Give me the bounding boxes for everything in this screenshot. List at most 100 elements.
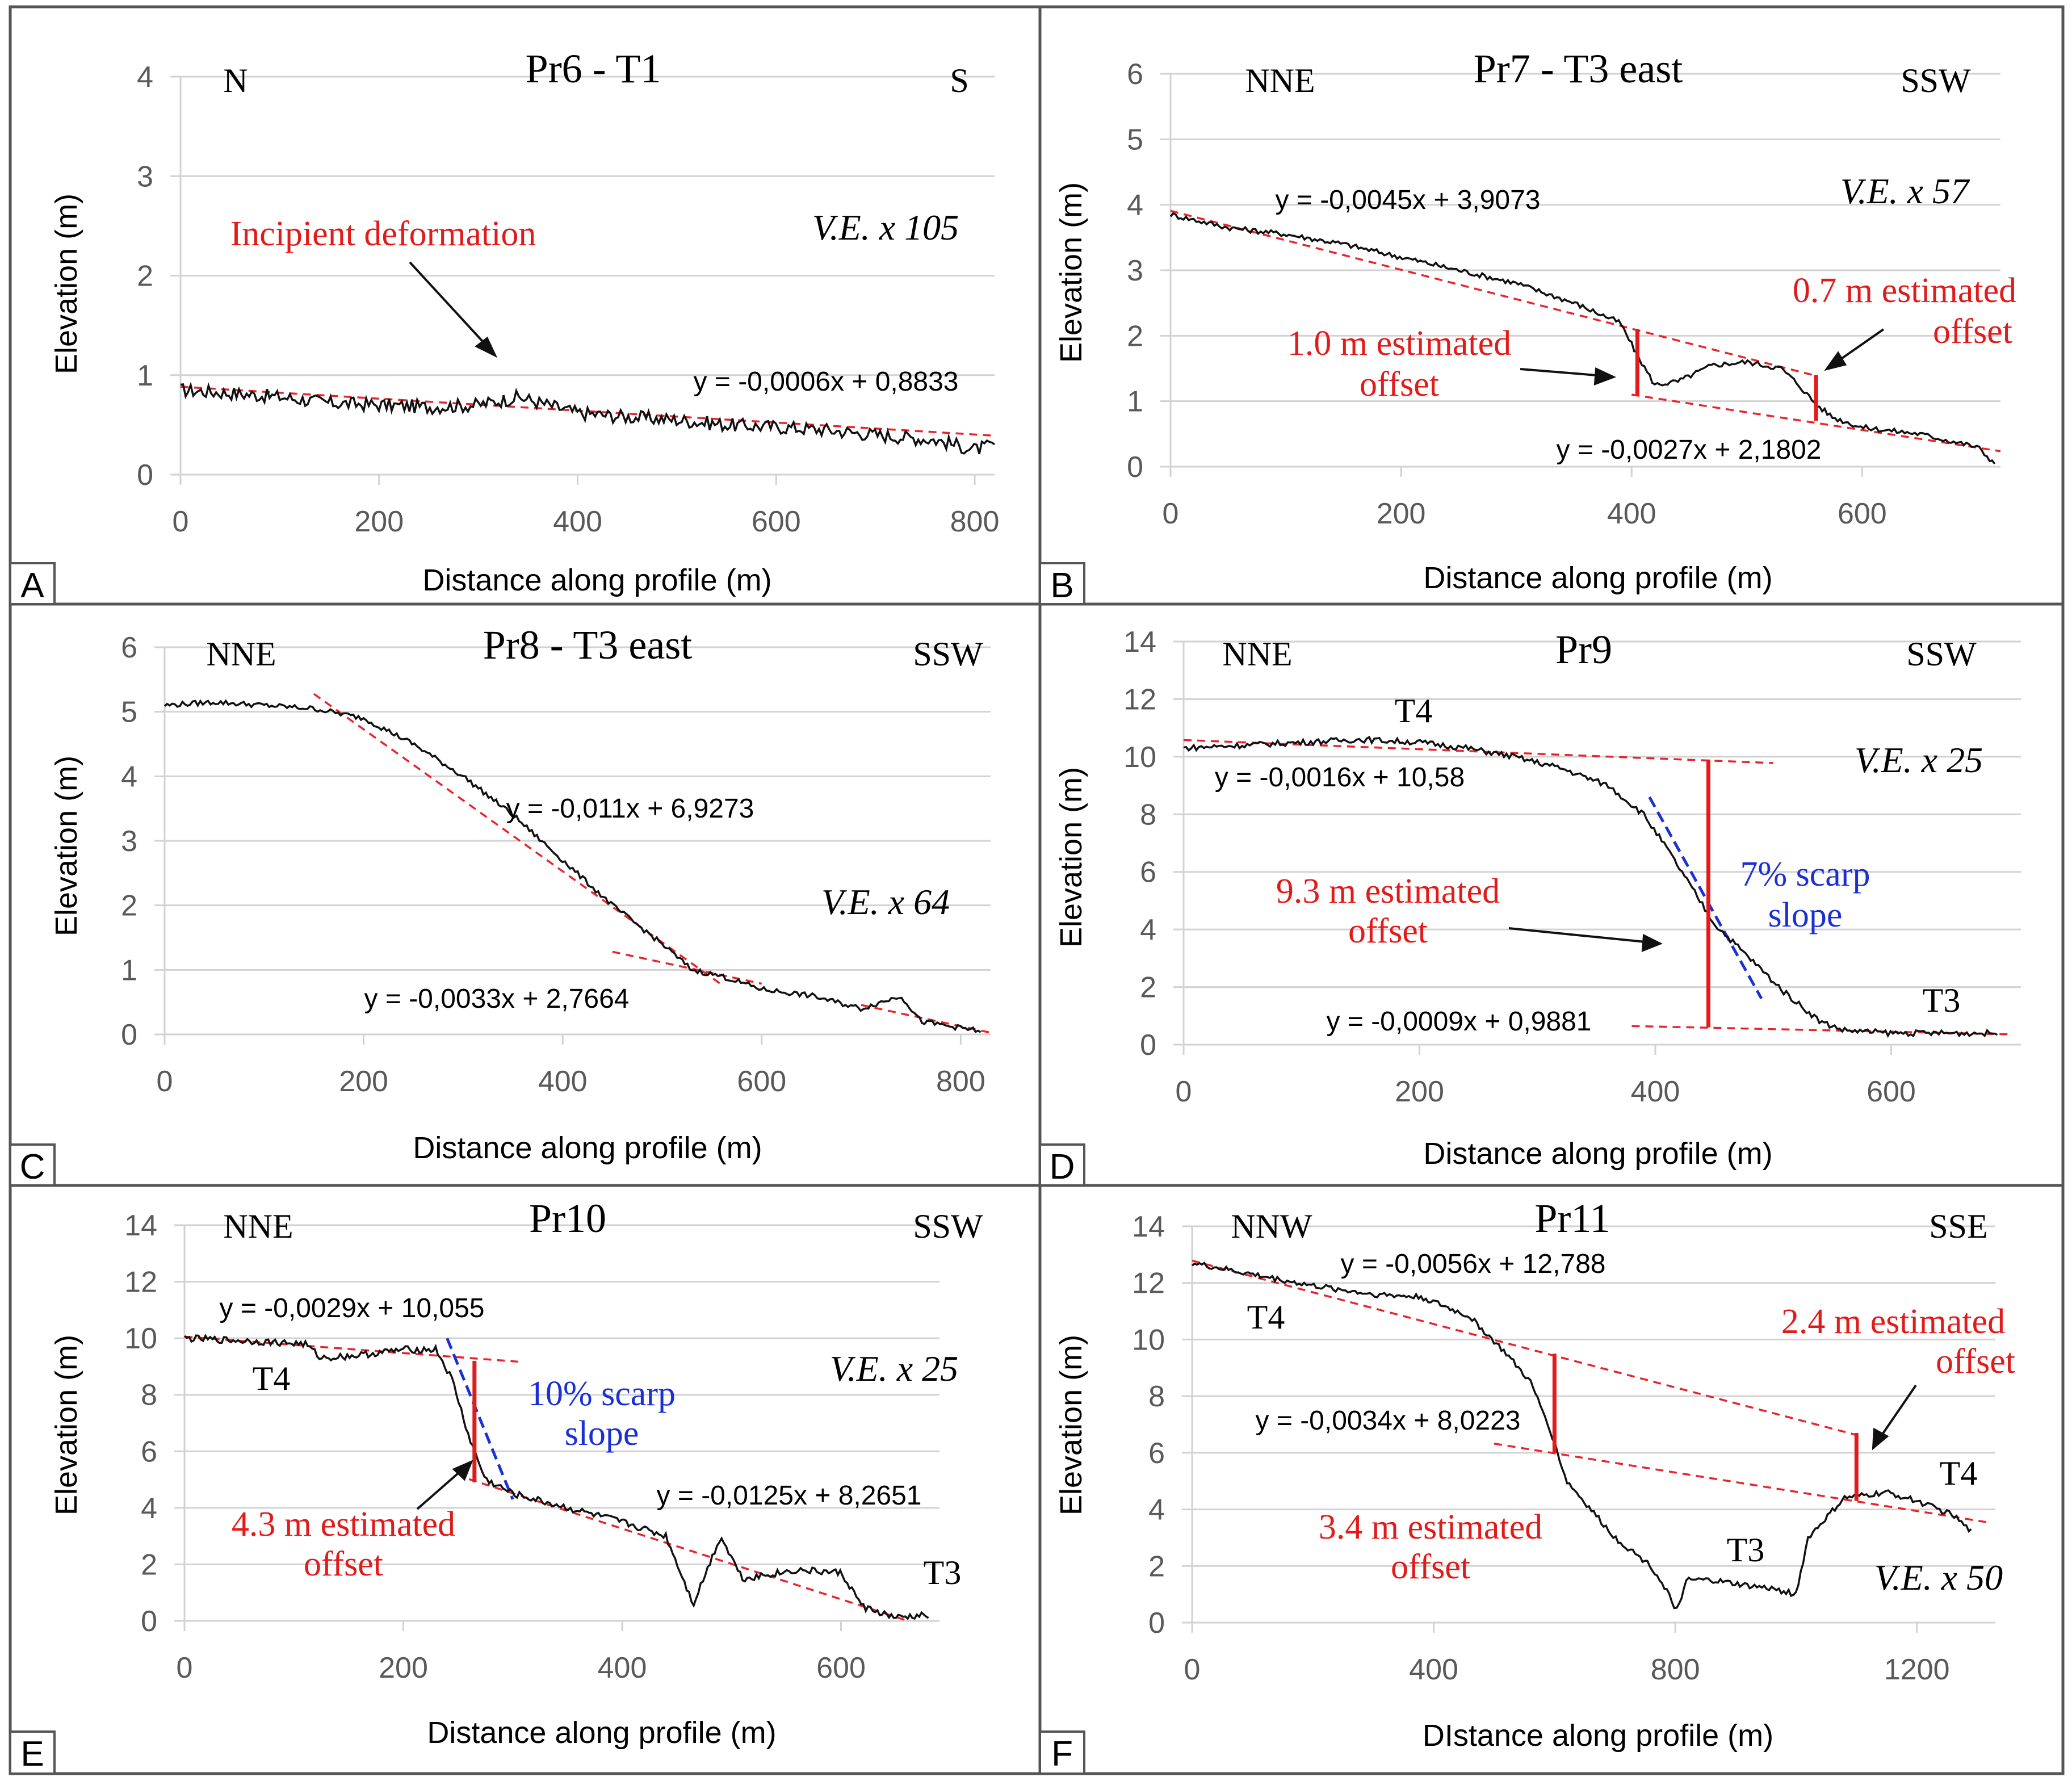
elevation-profile-c xyxy=(163,699,982,1033)
y-tick-label-a-0: 0 xyxy=(137,459,153,492)
x-tick-label-f-0: 0 xyxy=(1184,1653,1201,1686)
y-tick-label-e-2: 4 xyxy=(141,1492,157,1525)
fit-equation-e2: y = -0,0125x + 8,2651 xyxy=(656,1481,921,1511)
annotation-offset-f1-line2: offset xyxy=(1391,1548,1470,1586)
y-tick-label-b-2: 2 xyxy=(1127,320,1143,353)
y-tick-label-e-1: 2 xyxy=(141,1548,157,1581)
fit-equation-e1: y = -0,0029x + 10,055 xyxy=(219,1293,484,1323)
x-axis-label-e: Distance along profile (m) xyxy=(427,1716,776,1750)
xticks-f: 0 400 800 1200 xyxy=(1184,1623,1950,1686)
y-axis-label-c: Elevation (m) xyxy=(49,756,83,936)
y-tick-label-d-2: 4 xyxy=(1140,913,1156,946)
direction-right-c: SSW xyxy=(913,635,983,673)
terrace-label-e-t4: T4 xyxy=(253,1360,291,1397)
y-axis-label-b: Elevation (m) xyxy=(1054,182,1088,363)
x-tick-label-a-2: 400 xyxy=(553,505,602,538)
yticks-b: 0 1 2 3 4 5 6 xyxy=(1127,58,1143,484)
gridlines-d xyxy=(1173,640,2021,1046)
annotation-offset-b1: 1.0 m estimated xyxy=(1287,324,1511,363)
x-tick-label-a-4: 800 xyxy=(950,505,1000,538)
x-axis-label-f: DIstance along profile (m) xyxy=(1423,1719,1773,1753)
terrace-label-e-t3: T3 xyxy=(924,1554,962,1591)
y-tick-label-a-4: 4 xyxy=(137,61,153,94)
terrace-label-f-t3: T3 xyxy=(1727,1531,1765,1569)
fit-equation-b2: y = -0,0027x + 2,1802 xyxy=(1556,435,1821,465)
x-axis-label-d: Distance along profile (m) xyxy=(1423,1137,1772,1171)
vertical-exaggeration-d: V.E. x 25 xyxy=(1855,740,1983,780)
panel-letter-c: C xyxy=(20,1147,45,1187)
annotation-scarp-d: 7% scarp xyxy=(1740,855,1870,894)
vertical-exaggeration-f: V.E. x 50 xyxy=(1874,1557,2003,1598)
x-tick-label-e-1: 200 xyxy=(379,1652,428,1684)
direction-right-e: SSW xyxy=(913,1208,983,1245)
direction-right-a: S xyxy=(950,62,968,99)
panel-letter-f: F xyxy=(1051,1734,1073,1774)
annotation-offset-f1: 3.4 m estimated xyxy=(1319,1508,1542,1547)
fit-equation-d2: y = -0,0009x + 0,9881 xyxy=(1326,1007,1591,1037)
x-tick-label-e-0: 0 xyxy=(177,1652,193,1684)
y-axis-label-e: Elevation (m) xyxy=(49,1335,83,1515)
x-tick-label-c-0: 0 xyxy=(157,1065,173,1098)
direction-right-b: SSW xyxy=(1901,62,1971,99)
vertical-exaggeration-c: V.E. x 64 xyxy=(821,882,950,922)
y-tick-label-c-3: 3 xyxy=(121,825,137,858)
y-tick-label-f-1: 2 xyxy=(1148,1550,1165,1583)
terrace-label-f-t4-left: T4 xyxy=(1247,1298,1285,1336)
annotation-offset-b2-line2: offset xyxy=(1933,312,2012,351)
direction-left-e: NNE xyxy=(223,1208,293,1245)
annotation-offset-d-line2: offset xyxy=(1348,912,1428,950)
fit-lines-f xyxy=(1192,1259,1990,1524)
x-axis-label-c: Distance along profile (m) xyxy=(413,1131,762,1165)
x-tick-label-f-2: 800 xyxy=(1651,1653,1700,1686)
panel-frames xyxy=(9,5,2065,1775)
y-axis-label-a: Elevation (m) xyxy=(49,194,83,374)
x-tick-label-f-3: 1200 xyxy=(1884,1653,1950,1686)
y-axis-label-d: Elevation (m) xyxy=(1054,767,1088,948)
terrace-label-f-t4-right: T4 xyxy=(1940,1455,1978,1492)
annotation-offset-f2-line2: offset xyxy=(1936,1342,2015,1381)
terrace-label-d-t3: T3 xyxy=(1923,982,1961,1019)
chart-title-a: Pr6 - T1 xyxy=(526,46,661,91)
panel-d: 0 2 4 6 8 10 12 14 0 200 400 600 Pr9 NNE SSW V.E. … xyxy=(1039,626,2021,1187)
arrow-e xyxy=(416,1460,473,1510)
direction-right-d: SSW xyxy=(1906,635,1977,673)
panel-e: 0 2 4 6 8 10 12 14 0 200 400 600 Pr10 NNE SSW V.E.… xyxy=(9,1196,983,1775)
y-tick-label-d-4: 8 xyxy=(1140,798,1156,831)
yticks-c: 0 1 2 3 4 5 6 xyxy=(121,631,137,1051)
y-tick-label-e-6: 12 xyxy=(124,1266,157,1299)
elevation-profile-b xyxy=(1169,212,1996,465)
direction-right-f: SSE xyxy=(1929,1208,1987,1245)
vertical-exaggeration-e: V.E. x 25 xyxy=(830,1348,958,1389)
annotation-offset-e: 4.3 m estimated xyxy=(232,1505,455,1544)
y-tick-label-f-4: 8 xyxy=(1148,1380,1165,1413)
y-tick-label-e-4: 8 xyxy=(141,1379,157,1412)
y-tick-label-c-0: 0 xyxy=(121,1019,137,1051)
direction-left-a: N xyxy=(223,62,248,99)
y-tick-label-f-6: 12 xyxy=(1132,1267,1165,1300)
y-tick-label-b-1: 1 xyxy=(1127,385,1143,418)
yticks-f: 0 2 4 6 8 10 12 14 xyxy=(1132,1210,1165,1640)
vertical-exaggeration-a: V.E. x 105 xyxy=(812,207,959,248)
chart-title-f: Pr11 xyxy=(1534,1196,1610,1241)
y-tick-label-e-7: 14 xyxy=(124,1209,157,1242)
panel-b: 0 1 2 3 4 5 6 0 200 400 600 Pr7 - T3 east NNE SSW… xyxy=(1039,46,2016,605)
y-tick-label-b-3: 3 xyxy=(1127,254,1143,287)
y-tick-label-f-5: 10 xyxy=(1132,1323,1165,1356)
elevation-profile-e xyxy=(183,1334,929,1620)
chart-title-c: Pr8 - T3 east xyxy=(483,622,693,668)
xticks-d: 0 200 400 600 xyxy=(1176,1045,1916,1108)
elevation-profile-f xyxy=(1191,1261,1972,1610)
terrace-label-d-t4: T4 xyxy=(1395,692,1433,730)
fit-equation-d1: y = -0,0016x + 10,58 xyxy=(1215,762,1465,793)
xticks-b: 0 200 400 600 xyxy=(1163,467,1887,530)
gridlines-f xyxy=(1182,1225,1995,1624)
x-tick-label-c-1: 200 xyxy=(339,1065,388,1098)
x-tick-label-e-2: 400 xyxy=(598,1652,647,1684)
y-tick-label-a-3: 3 xyxy=(137,160,153,193)
x-tick-label-d-3: 600 xyxy=(1867,1075,1916,1108)
x-tick-label-b-2: 400 xyxy=(1607,497,1656,530)
chart-title-e: Pr10 xyxy=(529,1196,606,1241)
x-tick-label-a-3: 600 xyxy=(752,505,801,538)
annotation-offset-b2: 0.7 m estimated xyxy=(1793,271,2016,310)
